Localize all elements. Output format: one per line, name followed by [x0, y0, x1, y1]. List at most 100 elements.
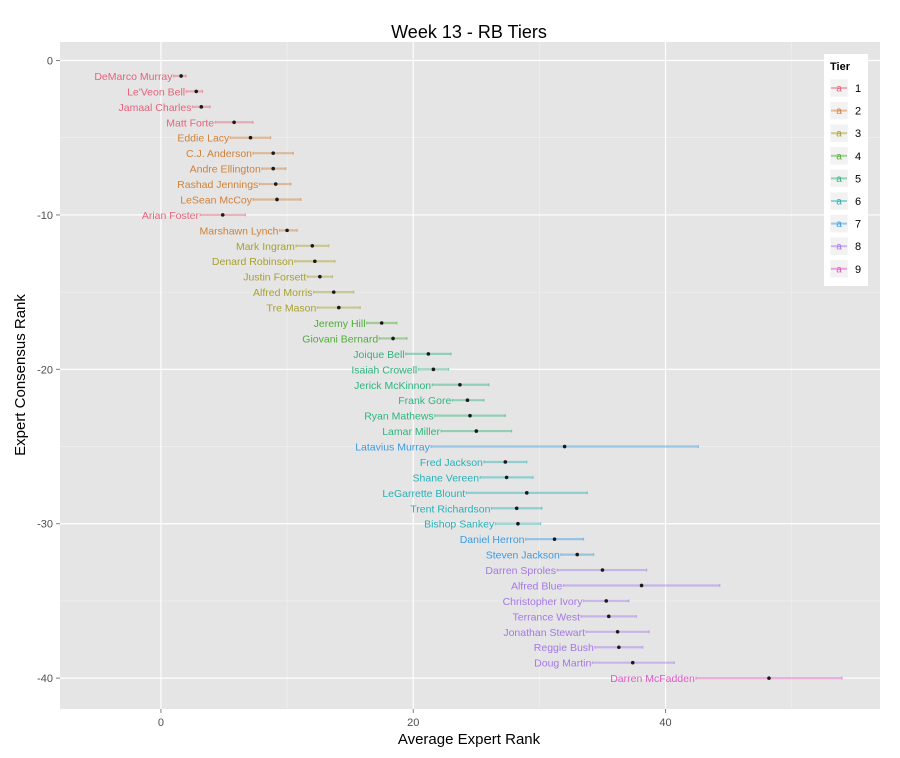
data-point	[600, 568, 605, 572]
data-point	[313, 259, 317, 264]
point-label: Le'Veon Bell	[127, 86, 185, 98]
data-point	[318, 274, 322, 279]
chart-title: Week 13 - RB Tiers	[391, 22, 547, 42]
data-point	[248, 135, 253, 140]
data-point	[275, 197, 279, 202]
data-point	[271, 151, 276, 155]
point-label: Christopher Ivory	[503, 596, 584, 608]
point-label: Tre Mason	[267, 303, 317, 315]
point-label: Denard Robinson	[212, 256, 294, 268]
point-label: Jonathan Stewart	[503, 627, 585, 639]
data-point	[426, 352, 431, 356]
point-label: Marshawn Lynch	[200, 225, 279, 237]
point-label: Mark Ingram	[236, 241, 295, 253]
legend: Tier a 1 a 2 a 3 a 4 a 5 a 6 a 7 a 8 a 9	[824, 54, 868, 286]
data-point	[552, 537, 557, 541]
data-point	[617, 645, 621, 650]
data-point	[431, 367, 436, 372]
point-label: Darren Sproles	[485, 565, 556, 577]
legend-key-glyph: a	[836, 174, 842, 185]
point-label: Terrance West	[513, 611, 581, 623]
legend-key-glyph: a	[836, 106, 842, 117]
point-label: Lamar Miller	[382, 426, 440, 438]
data-point	[285, 228, 289, 233]
legend-key-glyph: a	[836, 84, 842, 95]
point-label: Jamaal Charles	[119, 102, 192, 114]
legend-key-glyph: a	[836, 197, 842, 208]
point-label: Fred Jackson	[420, 457, 483, 469]
legend-label: 4	[855, 151, 861, 163]
data-point	[271, 166, 276, 171]
data-point	[199, 105, 204, 109]
y-tick-label: -20	[37, 364, 53, 376]
data-point	[273, 182, 278, 186]
point-labels: DeMarco Murray Le'Veon Bell Jamaal Charles…	[94, 71, 695, 685]
data-point	[514, 506, 519, 511]
point-label: Alfred Morris	[253, 287, 313, 299]
point-label: Joique Bell	[353, 349, 404, 361]
point-label: Jerick McKinnon	[354, 380, 431, 392]
data-point	[606, 614, 611, 619]
minor-gridlines	[60, 42, 880, 709]
point-label: Andre Ellington	[190, 164, 261, 176]
point-label: Arian Foster	[142, 210, 200, 222]
x-tick-label: 40	[659, 717, 671, 729]
data-point	[458, 382, 462, 387]
point-label: Bishop Sankey	[424, 519, 495, 531]
point-label: DeMarco Murray	[94, 71, 173, 83]
point-label: Darren McFadden	[610, 673, 695, 685]
data-points	[179, 74, 771, 680]
legend-key-glyph: a	[836, 264, 842, 275]
y-tick-label: -30	[37, 519, 53, 531]
data-point	[468, 413, 472, 418]
legend-label: 6	[855, 196, 861, 208]
point-label: Doug Martin	[534, 658, 591, 670]
legend-items: a 1 a 2 a 3 a 4 a 5 a 6 a 7 a 8 a 9	[829, 78, 861, 279]
legend-label: 7	[855, 219, 861, 231]
data-point	[504, 475, 509, 480]
point-label: Matt Forte	[166, 117, 214, 129]
point-label: LeSean McCoy	[180, 194, 253, 206]
data-point	[604, 599, 609, 603]
y-tick-label: -10	[37, 210, 53, 222]
x-axis-ticks: 0 20 40	[158, 709, 672, 729]
plot-panel	[60, 42, 880, 709]
data-point	[179, 74, 183, 78]
x-tick-label: 0	[158, 717, 164, 729]
data-point	[331, 290, 336, 294]
legend-key-glyph: a	[836, 129, 842, 140]
point-label: Alfred Blue	[511, 580, 563, 592]
point-label: Daniel Herron	[460, 534, 525, 546]
x-tick-label: 20	[407, 717, 419, 729]
point-label: C.J. Anderson	[186, 148, 252, 160]
point-label: LeGarrette Blount	[382, 488, 465, 500]
y-tick-label: -40	[37, 673, 53, 685]
x-axis-title: Average Expert Rank	[398, 731, 541, 748]
data-point	[630, 660, 635, 665]
data-point	[524, 491, 529, 495]
data-point	[615, 630, 620, 634]
data-point	[232, 120, 236, 125]
point-label: Latavius Murray	[355, 442, 430, 454]
point-label: Trent Richardson	[410, 503, 490, 515]
data-point	[379, 321, 384, 325]
point-label: Shane Vereen	[413, 472, 480, 484]
y-axis-title: Expert Consensus Rank	[12, 294, 29, 456]
legend-label: 3	[855, 128, 861, 140]
legend-label: 5	[855, 173, 861, 185]
data-point	[391, 336, 395, 341]
legend-label: 2	[855, 106, 861, 118]
data-point	[516, 521, 520, 526]
legend-title: Tier	[830, 61, 851, 73]
legend-key-glyph: a	[836, 151, 842, 162]
data-point	[310, 244, 315, 248]
data-point	[767, 676, 771, 680]
y-axis-ticks: 0 -10 -20 -30 -40	[37, 56, 60, 685]
major-gridlines	[60, 42, 880, 709]
legend-key-glyph: a	[836, 242, 842, 253]
legend-label: 8	[855, 241, 861, 253]
data-point	[639, 583, 644, 588]
y-tick-label: 0	[47, 56, 53, 68]
point-label: Rashad Jennings	[177, 179, 258, 191]
